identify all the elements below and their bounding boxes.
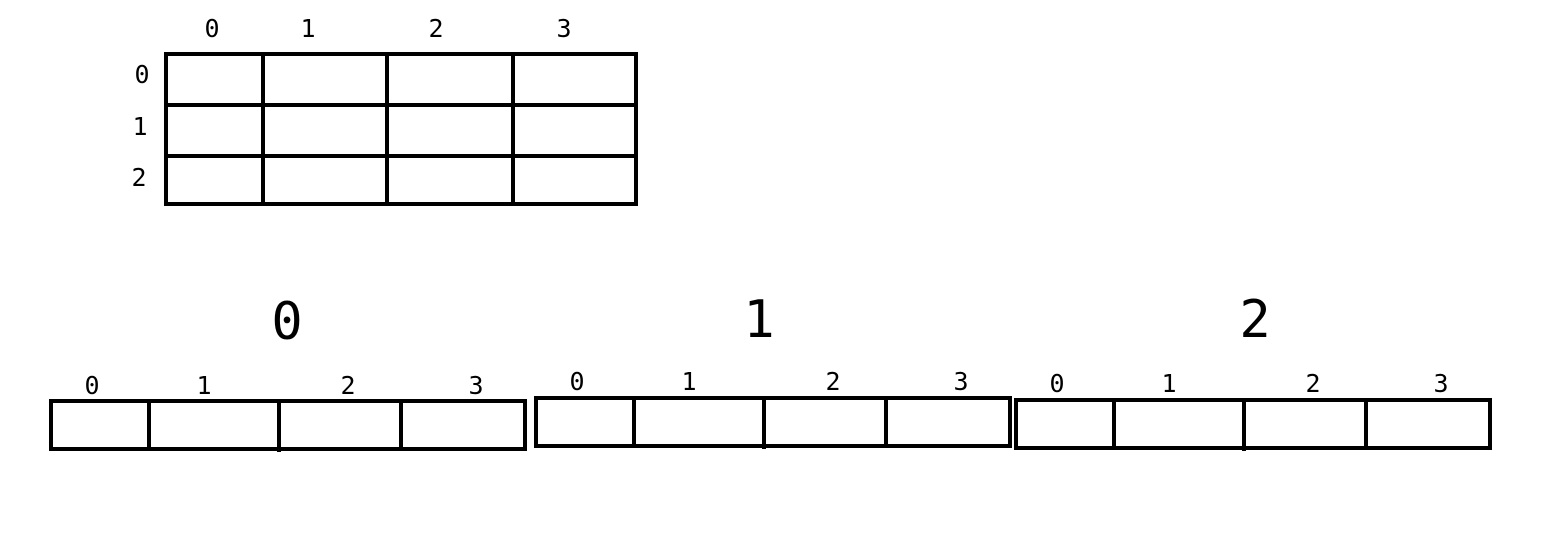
row-array-col-label: 2 (340, 371, 355, 400)
matrix-row-label-0: 0 (134, 60, 149, 89)
matrix-col-label-1: 1 (300, 14, 315, 43)
row-array-1: 1 0 1 2 3 (534, 290, 1012, 449)
row-array-col-label: 2 (1305, 369, 1320, 398)
row-array-col-label: 2 (825, 367, 840, 396)
row-array-border (534, 396, 1012, 448)
row-array-col-label: 0 (84, 371, 99, 400)
row-array-title: 2 (1239, 290, 1270, 350)
row-array-col-label: 3 (953, 367, 968, 396)
row-array-border (49, 399, 527, 451)
row-array-col-label: 1 (681, 367, 696, 396)
row-array-col-label: 3 (1433, 369, 1448, 398)
matrix-row-label-2: 2 (131, 163, 146, 192)
row-array-col-label: 1 (1161, 369, 1176, 398)
matrix-col-label-3: 3 (556, 14, 571, 43)
row-array-col-label: 3 (468, 371, 483, 400)
matrix-col-label-0: 0 (204, 14, 219, 43)
row-array-col-label: 0 (569, 367, 584, 396)
row-array-col-label: 1 (196, 371, 211, 400)
matrix-2d: 0 1 2 3 0 1 2 (131, 14, 638, 206)
matrix-row-label-1: 1 (132, 112, 147, 141)
row-array-border (1014, 398, 1492, 450)
matrix-col-label-2: 2 (428, 14, 443, 43)
matrix-border (164, 52, 638, 206)
row-array-2: 2 0 1 2 3 (1014, 290, 1492, 451)
row-array-title: 1 (743, 290, 774, 350)
row-array-col-label: 0 (1049, 369, 1064, 398)
matrix-grid (164, 52, 638, 206)
row-array-title: 0 (271, 292, 302, 352)
row-array-0: 0 0 1 2 3 (49, 292, 527, 452)
